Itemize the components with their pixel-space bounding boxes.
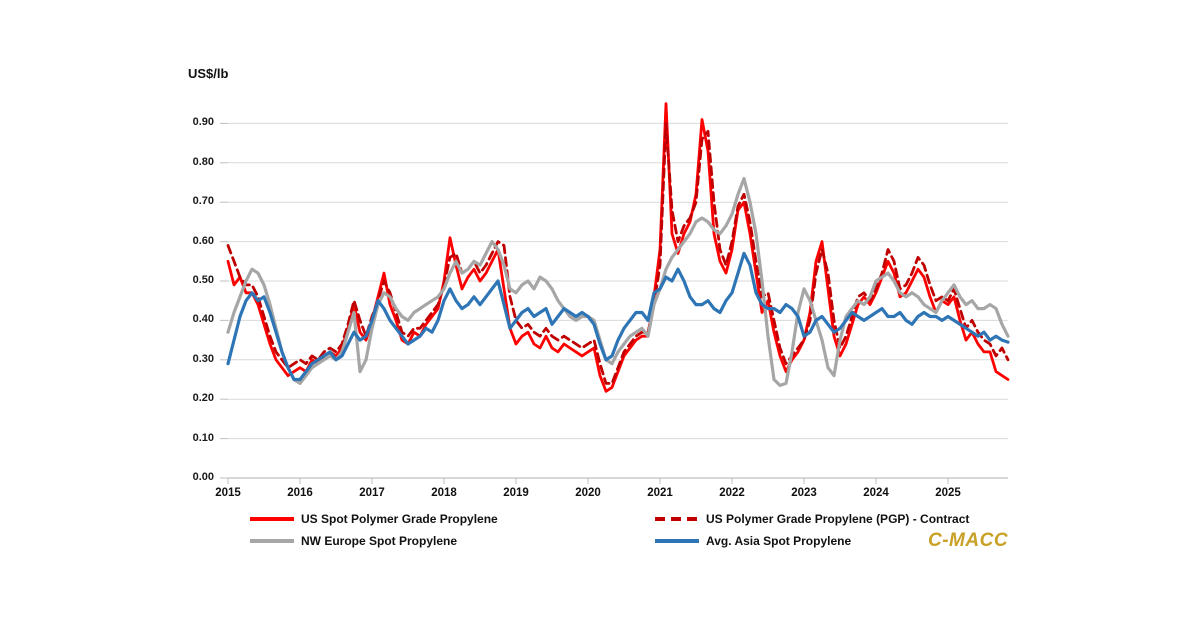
y-tick-label: 0.50	[192, 274, 214, 286]
legend-label: US Polymer Grade Propylene (PGP) - Contr…	[706, 512, 970, 526]
x-tick-label: 2023	[791, 487, 817, 499]
x-tick-label: 2015	[215, 487, 241, 499]
y-tick-label: 0.60	[192, 234, 214, 247]
legend-item-us-spot-pgp: US Spot Polymer Grade Propylene	[250, 512, 498, 526]
y-tick-label: 0.20	[192, 392, 214, 405]
nw-europe-line-swatch	[250, 539, 294, 543]
series-line-1	[226, 122, 1010, 385]
us-pgp-contract-line-swatch	[655, 517, 699, 521]
series-line-3	[226, 251, 1010, 382]
y-tick-label: 0.40	[192, 313, 214, 326]
us-spot-pgp-line-swatch	[250, 517, 294, 521]
y-tick-label: 0.80	[192, 155, 214, 168]
x-tick-label: 2020	[575, 487, 601, 499]
y-tick-label: 0.00	[192, 471, 214, 483]
legend-label: US Spot Polymer Grade Propylene	[301, 512, 498, 526]
x-tick-label: 2018	[431, 487, 457, 499]
legend-item-avg-asia-spot: Avg. Asia Spot Propylene	[655, 534, 852, 548]
x-tick-label: 2017	[359, 487, 385, 499]
avg-asia-line-swatch	[655, 539, 699, 543]
legend-label: NW Europe Spot Propylene	[301, 534, 458, 548]
c-macc-logo: C-MACC	[928, 530, 1009, 551]
y-tick-label: 0.30	[192, 352, 214, 365]
y-tick-label: 0.70	[192, 195, 214, 208]
y-axis-unit-label: US$/lb	[188, 66, 229, 81]
x-tick-label: 2024	[863, 487, 889, 499]
x-tick-label: 2025	[935, 487, 961, 499]
y-tick-label: 0.10	[192, 431, 214, 444]
x-tick-label: 2016	[287, 487, 313, 499]
series-line-2	[226, 177, 1010, 387]
y-tick-label: 0.90	[192, 116, 214, 129]
x-tick-label: 2022	[719, 487, 745, 499]
legend-item-nw-europe-spot: NW Europe Spot Propylene	[250, 534, 458, 548]
legend-item-us-pgp-contract: US Polymer Grade Propylene (PGP) - Contr…	[655, 512, 970, 526]
x-tick-label: 2019	[503, 487, 529, 499]
x-tick-label: 2021	[647, 487, 673, 499]
legend-label: Avg. Asia Spot Propylene	[706, 534, 852, 548]
